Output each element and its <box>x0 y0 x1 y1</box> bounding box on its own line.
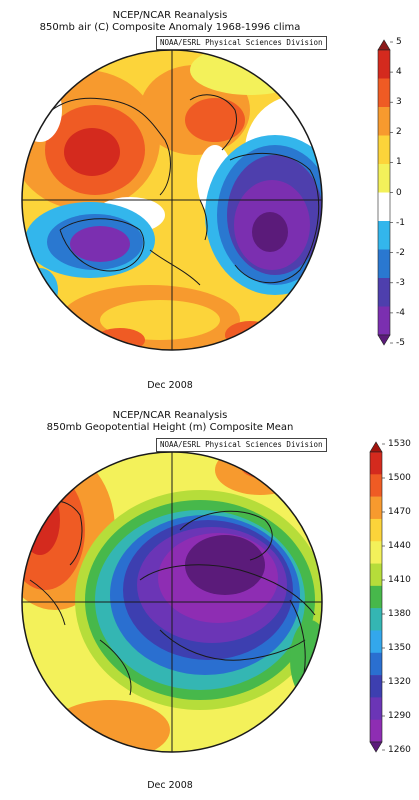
colorbar-tick-label: 1290 <box>388 711 411 721</box>
coastline-outlines <box>29 500 316 696</box>
colorbar-segment <box>370 518 382 542</box>
colorbar-tick-label: -2 <box>396 247 405 258</box>
colorbar-tick-label: 1440 <box>388 541 411 551</box>
map-title-line1: NCEP/NCAR Reanalysis <box>112 410 228 421</box>
map-title-line2: 850mb Geopotential Height (m) Composite … <box>46 422 294 433</box>
colorbar-tick-label: 1530 <box>388 439 411 449</box>
height-map-panel: NCEP/NCAR Reanalysis 850mb Geopotential … <box>0 400 419 800</box>
map-title-line2: 850mb air (C) Composite Anomaly 1968-199… <box>39 22 301 33</box>
colorbar-tick-label: 1470 <box>388 507 411 517</box>
colorbar-segment <box>370 719 382 743</box>
colorbar-tick-label: 1500 <box>388 473 411 483</box>
colorbar-top-arrow <box>369 441 383 453</box>
colorbar-tick-label: 3 <box>396 97 402 108</box>
colorbar-segment <box>370 675 382 698</box>
colorbar-segment <box>370 474 382 497</box>
colorbar-tick-label: 1410 <box>388 575 411 585</box>
colorbar-segment <box>370 541 382 564</box>
colorbar-segment <box>378 50 390 79</box>
colorbar-tick-label: -5 <box>396 338 405 348</box>
colorbar-tick-label: 5 <box>396 37 402 47</box>
colorbar-tick-label: 1 <box>396 157 402 168</box>
anomaly-map-graphic <box>21 39 393 351</box>
anomaly-color-field <box>22 50 322 350</box>
colorbar-segment <box>378 278 390 307</box>
colorbar-segment <box>378 107 390 136</box>
colorbar-segment <box>370 585 382 609</box>
credit-label: NOAA/ESRL Physical Sciences Division <box>156 438 327 452</box>
colorbar-tick-label: 1320 <box>388 677 411 687</box>
colorbar-segment <box>370 652 382 676</box>
colorbar-tick-label: 1380 <box>388 609 411 619</box>
colorbar-segment <box>370 608 382 631</box>
credit-label: NOAA/ESRL Physical Sciences Division <box>156 36 327 50</box>
colorbar-segment <box>378 135 390 165</box>
colorbar-segment <box>378 249 390 279</box>
colorbar-tick-label: 2 <box>396 127 402 138</box>
colorbar-segment <box>378 164 390 193</box>
anomaly-colorbar <box>377 39 393 346</box>
colorbar-tick-label: -1 <box>396 217 405 228</box>
coastline-outlines <box>39 94 320 286</box>
colorbar-segment <box>370 630 382 654</box>
colorbar-segment <box>378 306 390 336</box>
colorbar-segment <box>370 496 382 520</box>
colorbar-tick-label: 1350 <box>388 643 411 653</box>
colorbar-segment <box>370 697 382 720</box>
colorbar-tick-label: 1260 <box>388 745 411 755</box>
colorbar-tick-label: 4 <box>396 67 402 78</box>
colorbar-segment <box>370 563 382 587</box>
colorbar-tick-label: -4 <box>396 307 405 318</box>
date-label: Dec 2008 <box>147 780 193 791</box>
colorbar-bottom-arrow <box>377 334 391 346</box>
colorbar-tick-label: -3 <box>396 277 405 288</box>
colorbar-segment <box>378 192 390 222</box>
height-map-graphic <box>21 441 385 753</box>
colorbar-tick-label: 0 <box>396 187 402 198</box>
date-label: Dec 2008 <box>147 380 193 391</box>
anomaly-map-panel: NCEP/NCAR Reanalysis 850mb air (C) Compo… <box>21 10 405 391</box>
colorbar-top-arrow <box>377 39 391 51</box>
map-title-line1: NCEP/NCAR Reanalysis <box>112 10 228 21</box>
colorbar-segment <box>378 78 390 108</box>
colorbar-segment <box>378 221 390 250</box>
height-colorbar <box>369 441 385 753</box>
colorbar-segment <box>370 452 382 475</box>
colorbar-bottom-arrow <box>369 741 383 753</box>
